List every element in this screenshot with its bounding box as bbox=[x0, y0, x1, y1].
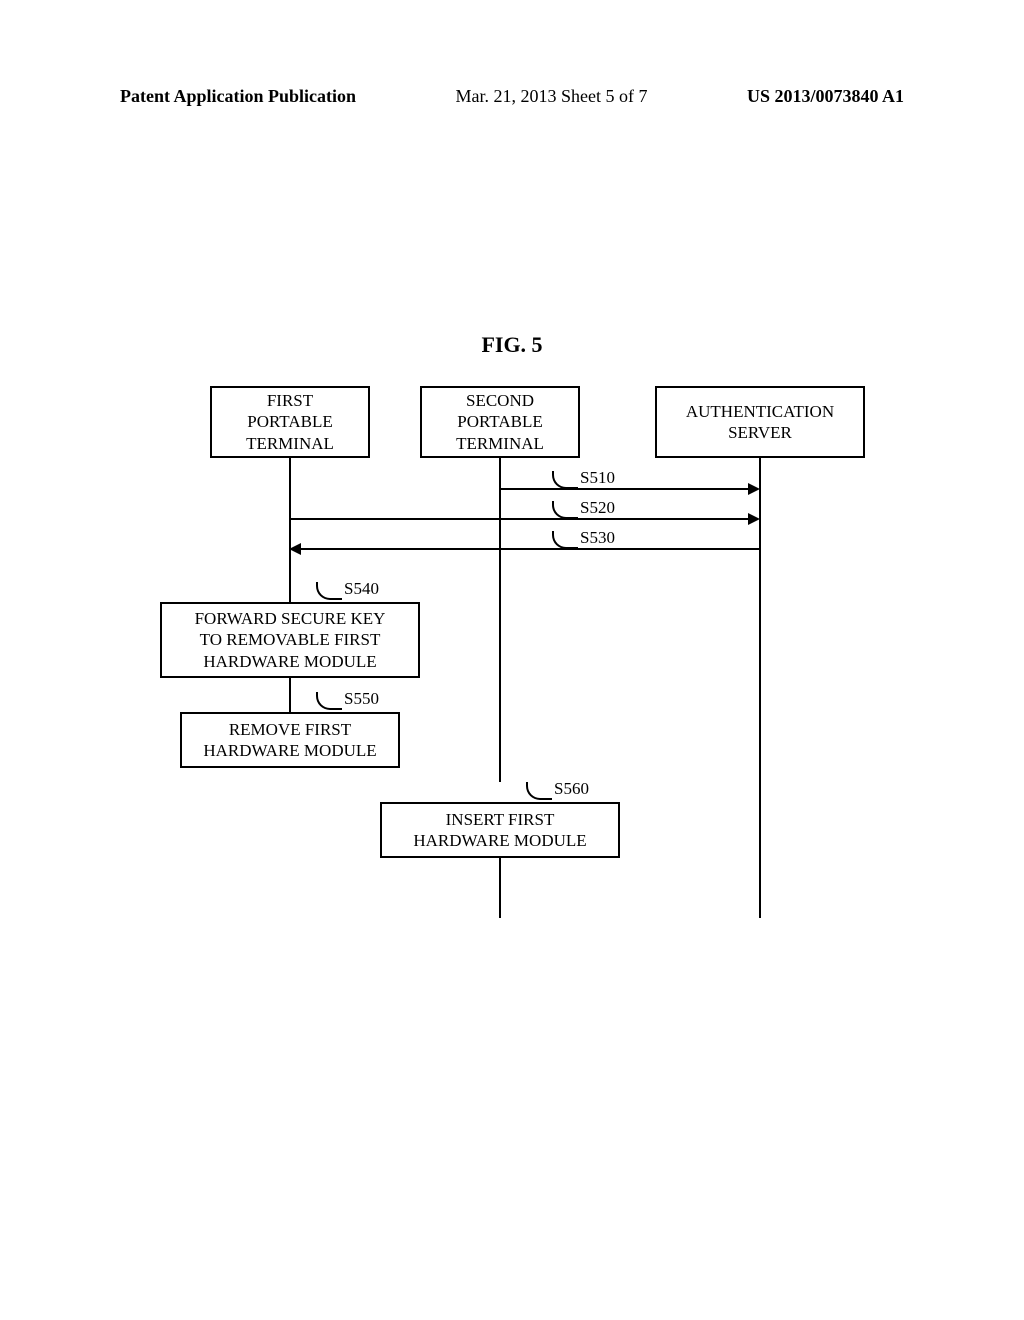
lane-second-terminal: SECOND PORTABLE TERMINAL bbox=[420, 386, 580, 458]
page-header: Patent Application Publication Mar. 21, … bbox=[0, 86, 1024, 107]
curve-s540 bbox=[316, 582, 342, 600]
curve-s530 bbox=[552, 531, 578, 549]
lifeline-second-b bbox=[499, 858, 501, 918]
sequence-diagram: FIRST PORTABLE TERMINAL SECOND PORTABLE … bbox=[120, 386, 904, 946]
action-s550-text: REMOVE FIRST HARDWARE MODULE bbox=[203, 719, 376, 762]
action-s540-box: FORWARD SECURE KEY TO REMOVABLE FIRST HA… bbox=[160, 602, 420, 678]
lane-first-terminal: FIRST PORTABLE TERMINAL bbox=[210, 386, 370, 458]
lane-second-label: SECOND PORTABLE TERMINAL bbox=[456, 390, 544, 454]
arrow-s520 bbox=[291, 518, 749, 520]
label-s540: S540 bbox=[344, 579, 379, 599]
lifeline-first bbox=[289, 458, 291, 602]
lane-auth-server: AUTHENTICATION SERVER bbox=[655, 386, 865, 458]
arrowhead-s510 bbox=[748, 483, 760, 495]
arrowhead-s530 bbox=[289, 543, 301, 555]
action-s560-box: INSERT FIRST HARDWARE MODULE bbox=[380, 802, 620, 858]
label-s560: S560 bbox=[554, 779, 589, 799]
lane-auth-label: AUTHENTICATION SERVER bbox=[686, 401, 834, 444]
header-right: US 2013/0073840 A1 bbox=[747, 86, 904, 107]
curve-s510 bbox=[552, 471, 578, 489]
figure-title: FIG. 5 bbox=[0, 332, 1024, 358]
curve-s520 bbox=[552, 501, 578, 519]
arrow-s510 bbox=[501, 488, 749, 490]
label-s520: S520 bbox=[580, 498, 615, 518]
header-center: Mar. 21, 2013 Sheet 5 of 7 bbox=[456, 86, 648, 107]
action-s540-text: FORWARD SECURE KEY TO REMOVABLE FIRST HA… bbox=[195, 608, 386, 672]
lifeline-first-b bbox=[289, 678, 291, 712]
curve-s550 bbox=[316, 692, 342, 710]
curve-s560 bbox=[526, 782, 552, 800]
label-s550: S550 bbox=[344, 689, 379, 709]
action-s550-box: REMOVE FIRST HARDWARE MODULE bbox=[180, 712, 400, 768]
lane-first-label: FIRST PORTABLE TERMINAL bbox=[246, 390, 334, 454]
label-s530: S530 bbox=[580, 528, 615, 548]
arrow-s530 bbox=[301, 548, 759, 550]
header-left: Patent Application Publication bbox=[120, 86, 356, 107]
action-s560-text: INSERT FIRST HARDWARE MODULE bbox=[413, 809, 586, 852]
label-s510: S510 bbox=[580, 468, 615, 488]
arrowhead-s520 bbox=[748, 513, 760, 525]
lifeline-auth bbox=[759, 458, 761, 918]
lifeline-second bbox=[499, 458, 501, 782]
